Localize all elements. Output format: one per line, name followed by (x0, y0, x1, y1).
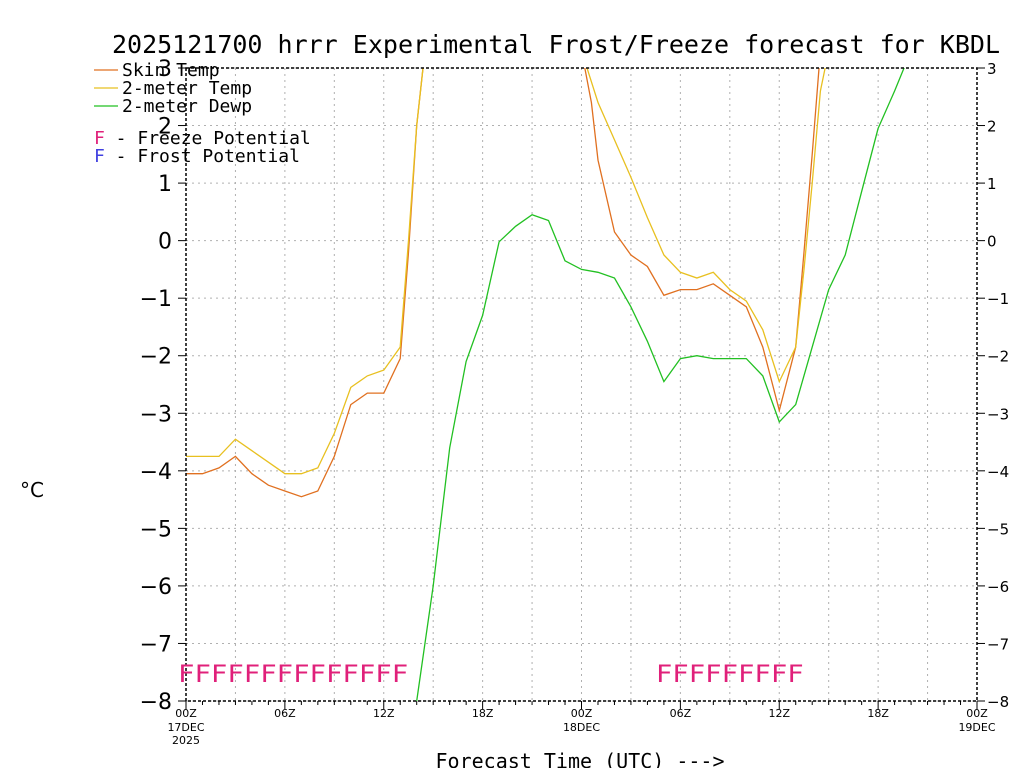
y-tick-label: 2 (158, 115, 172, 140)
freeze-flags: FFFFFFFFFFFFFF FFFFFFFFF (178, 660, 804, 688)
series-line-2-meter-dewp (416, 68, 905, 701)
x-tick-label: 06Z (274, 707, 296, 720)
y-tick-label: −8 (140, 690, 172, 715)
series-line-skin-temp (186, 68, 820, 498)
legend-label: 2-meter Dewp (122, 96, 252, 117)
x-tick-label: 18Z (867, 707, 889, 720)
legend-label: Skin Temp (122, 60, 220, 81)
potential-legend-symbol: F (94, 128, 105, 149)
y-tick-label: −4 (140, 460, 172, 485)
potential-legend-item: F - Freeze Potential (94, 128, 311, 149)
series-line-2-meter-temp (186, 68, 826, 475)
freeze-flag-segment: FFFFFFFFF (656, 660, 804, 688)
y-tick-label-right: −8 (987, 693, 1009, 711)
y-tick-label: −3 (140, 402, 172, 427)
y-tick-label: −2 (140, 345, 172, 370)
y-tick-label: 0 (158, 230, 172, 255)
x-tick-label: 00Z (175, 707, 197, 720)
x-tick-label: 12Z (373, 707, 395, 720)
potential-legend-text: - Freeze Potential (105, 128, 311, 149)
potential-legend-item: F - Frost Potential (94, 146, 300, 167)
grid (186, 67, 977, 702)
y-tick-label-right: −7 (987, 635, 1009, 653)
y-tick-label-right: 0 (987, 233, 997, 251)
y-axis-left: −8 −7 −6 −5 −4 −3 −2 −1 0 1 2 3 (140, 57, 186, 715)
y-tick-label-right: 2 (987, 118, 997, 136)
legend-label: 2-meter Temp (122, 78, 252, 99)
y-tick-label: −1 (140, 287, 172, 312)
x-tick-sublabel: 17DEC (167, 721, 204, 734)
y-tick-label: 1 (158, 172, 172, 197)
x-tick-label: 00Z (966, 707, 988, 720)
y-tick-label-right: −5 (987, 520, 1009, 538)
freeze-flag-segment: FFFFFFFFFFFFFF (178, 660, 408, 688)
y-tick-label-right: −3 (987, 405, 1009, 423)
x-tick-label: 00Z (571, 707, 593, 720)
x-axis-label: Forecast Time (UTC) ---> (436, 749, 725, 768)
x-tick-label: 18Z (472, 707, 494, 720)
y-tick-label-right: −2 (987, 348, 1009, 366)
y-axis-right: −8 −7 −6 −5 −4 −3 −2 −1 0 1 2 3 (977, 60, 1009, 711)
y-tick-label-right: −1 (987, 290, 1009, 308)
x-tick-label: 06Z (670, 707, 692, 720)
y-tick-label: −6 (140, 575, 172, 600)
y-tick-label-right: 1 (987, 175, 997, 193)
potential-legend-text: - Frost Potential (105, 146, 300, 167)
x-tick-sublabel: 18DEC (563, 721, 600, 734)
y-tick-label: −7 (140, 632, 172, 657)
x-tick-label: 12Z (768, 707, 790, 720)
potential-legend-symbol: F (94, 146, 105, 167)
y-tick-label-right: −6 (987, 578, 1009, 596)
y-tick-label-right: −4 (987, 463, 1009, 481)
y-tick-label: 3 (158, 57, 172, 82)
series-group (186, 68, 905, 701)
chart-title: 2025121700 hrrr Experimental Frost/Freez… (112, 30, 1000, 59)
plot-frame (185, 67, 978, 702)
y-axis-label: °C (20, 478, 44, 502)
y-tick-label: −5 (140, 517, 172, 542)
x-tick-sublabel: 2025 (172, 734, 200, 747)
y-tick-label-right: 3 (987, 60, 997, 78)
x-tick-sublabel: 19DEC (958, 721, 995, 734)
